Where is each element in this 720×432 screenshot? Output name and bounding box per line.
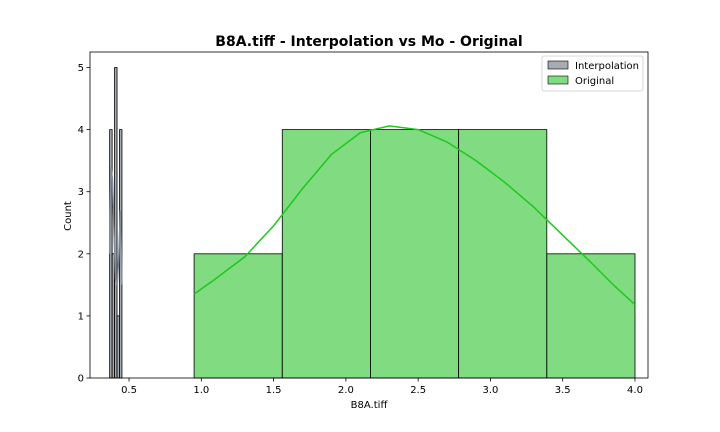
kde-curves	[108, 125, 636, 306]
y-axis-ticks: 0 1 2 3 4 5	[78, 63, 90, 385]
x-tick-label: 4.0	[627, 385, 643, 396]
y-tick-label: 1	[78, 311, 84, 322]
legend-label-interpolation: Interpolation	[575, 61, 639, 72]
x-tick-label: 1.5	[266, 385, 282, 396]
legend: Interpolation Original	[541, 55, 644, 92]
legend-swatch-original	[547, 75, 569, 85]
legend-label-original: Original	[575, 76, 614, 87]
bar-original-4	[546, 253, 636, 379]
y-tick-label: 5	[78, 63, 84, 74]
x-tick-label: 0.5	[121, 385, 137, 396]
bar-original-0	[193, 253, 283, 379]
x-axis-ticks: 0.5 1.0 1.5 2.0 2.5 3.0 3.5 4.0	[121, 378, 643, 396]
bar-original-3	[458, 129, 548, 379]
y-axis-label: Count	[63, 201, 74, 231]
x-tick-label: 2.5	[410, 385, 426, 396]
y-tick-label: 2	[78, 249, 84, 260]
plot-area	[89, 51, 649, 379]
x-axis-label: B8A.tiff	[351, 400, 389, 411]
chart-title: B8A.tiff - Interpolation vs Mo - Origina…	[215, 34, 522, 50]
y-tick-label: 0	[78, 374, 84, 385]
x-tick-label: 3.5	[555, 385, 571, 396]
axes-frame	[89, 51, 649, 379]
legend-swatch-interpolation	[547, 60, 569, 70]
bar-original-2	[370, 129, 460, 379]
kde-line-interpolation	[108, 166, 123, 286]
x-tick-label: 2.0	[338, 385, 354, 396]
y-tick-label: 3	[78, 187, 84, 198]
y-tick-label: 4	[78, 125, 84, 136]
kde-line-original	[193, 125, 636, 306]
bar-original-1	[281, 129, 371, 379]
x-tick-label: 3.0	[482, 385, 498, 396]
original-bars	[193, 129, 636, 379]
x-tick-label: 1.0	[193, 385, 209, 396]
